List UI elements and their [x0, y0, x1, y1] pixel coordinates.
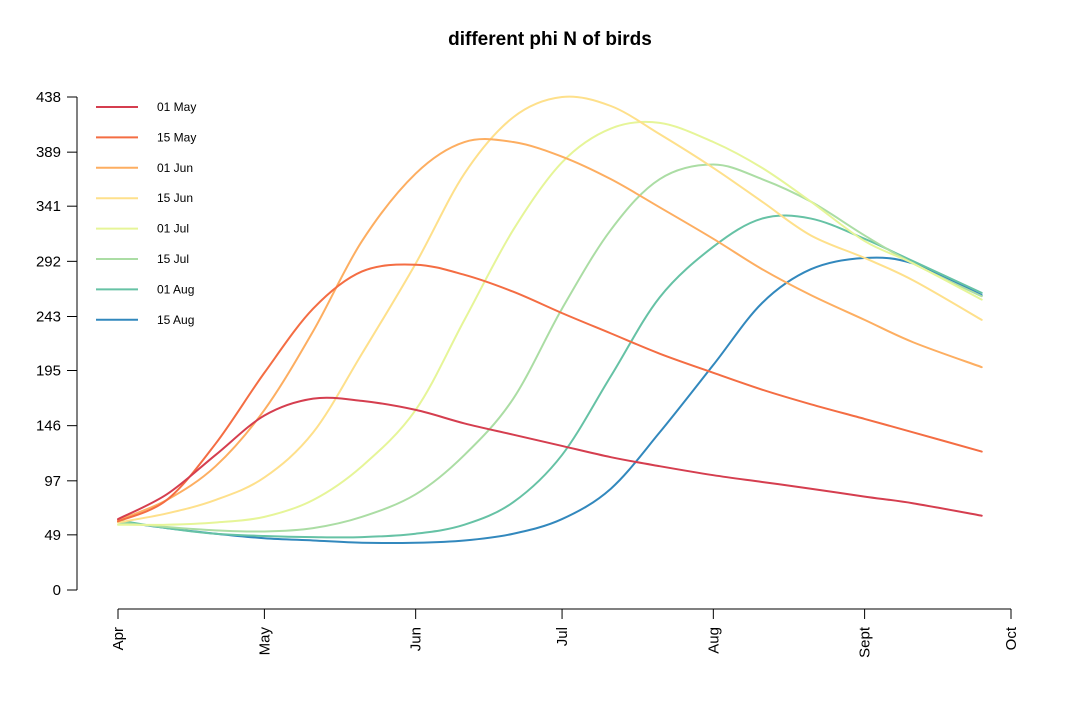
legend-item: 01 Jun: [96, 161, 193, 175]
y-tick-label: 389: [36, 144, 61, 161]
x-tick-label: Aug: [705, 627, 722, 654]
legend-label: 15 Jun: [157, 191, 193, 205]
y-tick-label: 341: [36, 198, 61, 215]
series-line-15-jul: [117, 163, 983, 533]
series-lines: [117, 95, 983, 545]
legend-item: 01 May: [96, 100, 196, 114]
series-line-01-aug: [117, 214, 983, 539]
chart-title: different phi N of birds: [448, 29, 652, 50]
legend-item: 01 Jul: [96, 222, 189, 236]
legend-item: 15 May: [96, 130, 196, 144]
y-tick-label: 0: [53, 582, 61, 599]
legend-item: 15 Jun: [96, 191, 193, 205]
x-tick-label: Sept: [857, 626, 874, 658]
legend-item: 01 Aug: [96, 282, 194, 296]
legend-label: 01 Jun: [157, 161, 193, 175]
y-tick-label: 97: [44, 473, 61, 490]
y-tick-label: 49: [44, 527, 61, 544]
series-line-15-jun: [117, 95, 983, 524]
series-line-01-jun: [117, 138, 983, 522]
x-tick-label: Jun: [408, 627, 425, 651]
x-tick-label: Jul: [554, 627, 571, 646]
legend: 01 May 15 May 01 Jun 15 Jun 01 Jul 15 Jul 01 A…: [96, 100, 196, 327]
legend-label: 01 May: [157, 100, 196, 114]
legend-label: 01 Aug: [157, 282, 194, 296]
y-axis: 0 49 97 146 195 243 292 341 389 438: [36, 89, 78, 599]
x-tick-label: Oct: [1003, 626, 1020, 650]
y-tick-label: 292: [36, 253, 61, 270]
series-line-01-jul: [117, 120, 983, 526]
legend-label: 15 Aug: [157, 313, 194, 327]
legend-label: 15 May: [157, 130, 196, 144]
y-tick-label: 146: [36, 418, 61, 435]
legend-label: 01 Jul: [157, 222, 189, 236]
y-tick-label: 195: [36, 363, 61, 380]
y-tick-label: 438: [36, 89, 61, 106]
series-line-15-may: [117, 263, 983, 523]
legend-item: 15 Jul: [96, 252, 189, 266]
series-line-01-may: [117, 396, 983, 521]
legend-item: 15 Aug: [96, 313, 194, 327]
x-tick-label: Apr: [110, 627, 127, 650]
legend-label: 15 Jul: [157, 252, 189, 266]
x-tick-label: May: [256, 627, 273, 656]
x-axis: Apr May Jun Jul Aug Sept Oct: [110, 608, 1020, 658]
y-tick-label: 243: [36, 308, 61, 325]
series-line-15-aug: [117, 256, 983, 545]
